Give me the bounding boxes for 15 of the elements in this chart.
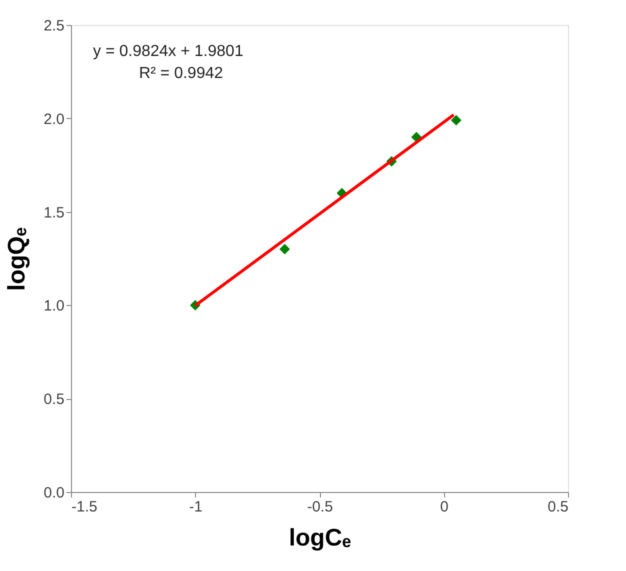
y-axis-title: logQₑ: [4, 227, 31, 291]
x-axis-title: logCₑ: [288, 524, 352, 552]
x-tick-label: 0.5: [548, 498, 568, 516]
x-tick-label: -1: [189, 498, 202, 516]
annotation: y = 0.9824x + 1.9801: [93, 43, 244, 60]
x-tick-label: 0: [440, 498, 448, 516]
annotation: R² = 0.9942: [138, 65, 224, 82]
x-tick-label: -0.5: [307, 498, 333, 516]
y-tick-label: 1.0: [44, 298, 64, 315]
y-tick-label: 2.5: [44, 18, 64, 34]
x-tick-label: -1.5: [72, 498, 98, 516]
y-tick-label: 1.5: [44, 204, 64, 222]
y-tick-label: 0.5: [44, 391, 64, 408]
y-tick-label: 2.0: [44, 110, 64, 128]
y-tick-label: 0.0: [44, 484, 64, 502]
